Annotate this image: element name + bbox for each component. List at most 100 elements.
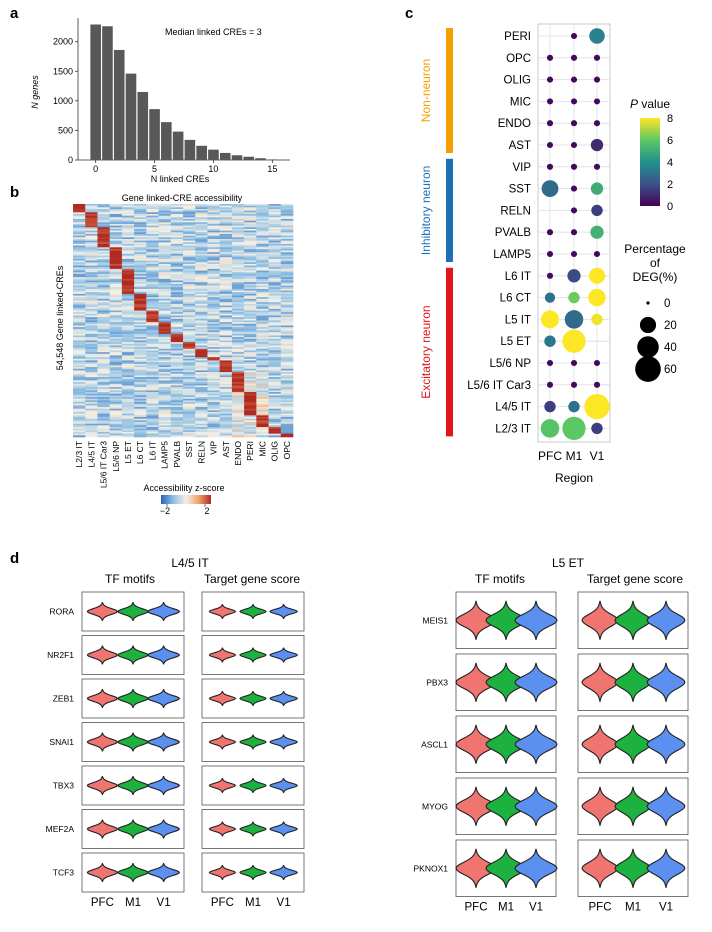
panel-c-dot [570,250,578,258]
panel-d-cell [455,591,557,649]
panel-d-violin [117,688,149,709]
panel-d-violin [208,603,237,620]
panel-d-violin [455,662,497,702]
panel-a-bar [137,91,149,160]
panel-d-violin [581,724,619,764]
panel-d-right-target-header: Target gene score [587,572,683,586]
panel-d-right-tf-header: TF motifs [475,572,525,586]
panel-d-violin [269,821,299,837]
panel-d-violin [514,786,558,826]
panel-d-violin [269,777,299,794]
panel-c-dot [593,98,601,105]
panel-d-content: RORA NR2F1 ZEB1 SNAI1 TBX3 MEF2A TCF3 PFC M1 V1 PF… [46,591,689,914]
panel-c-group-label: Inhibitory neuron [419,166,433,255]
panel-d-violin [485,848,527,888]
panel-d-violin [485,662,527,702]
panel-a-xtick-label: 15 [267,164,277,174]
panel-c-dot [546,163,554,170]
panel-a-bar [184,139,196,160]
panel-c-dot [590,182,604,195]
panel-c-size-legend-title: of [650,256,661,270]
panel-a-xtick-label: 10 [208,164,218,174]
panel-d-violin [147,862,181,883]
panel-a-bar [125,73,137,160]
panel-d-violin [117,732,149,752]
panel-c-dot [570,381,578,388]
panel-d-violin [646,662,686,702]
panel-b-column-label: L5/6 IT Car3 [99,441,109,488]
panel-c-dot [546,120,554,127]
panel-c-dot [584,393,610,420]
panel-b-column-label: LAMP5 [160,441,170,469]
panel-c-dot [564,310,584,329]
panel-d-violin [455,724,497,764]
panel-c-dot [570,141,578,149]
panel-d-violin [208,690,237,707]
panel-c-dot [570,359,578,367]
panel-c-row-label: L5 ET [500,336,531,348]
panel-c-dot [591,422,603,435]
panel-b-colorbar-title: Accessibility z-score [143,483,224,493]
panel-c-dot [593,381,601,388]
panel-c-letter: c [405,5,413,22]
panel-d-cell [81,591,185,632]
panel-d-violin [147,819,181,839]
panel-d-violin [269,647,299,663]
panel-a-bar [231,155,243,160]
panel-d-violin [239,821,267,837]
panel-b-heat-cells [73,204,294,438]
panel-c-group-bar [446,267,453,437]
panel-d-left-title: L4/5 IT [171,556,209,570]
panel-c-dot [544,335,556,347]
panel-c-row-label: OLIG [504,75,532,87]
panel-d-gene-label: MEIS1 [422,615,448,625]
panel-c-row-label: SST [509,184,531,196]
panel-d-gene-label: RORA [49,607,74,617]
panel-c-dot [593,163,601,170]
panel-c-size-legend-dot [646,301,650,305]
panel-c-pvalue-tick: 0 [667,201,673,213]
panel-d-region-label: V1 [659,902,673,914]
panel-d-violin [514,848,558,888]
panel-b-column-label: MIC [257,441,267,457]
panel-c-size-legend-title: Percentage [624,242,686,256]
panel-c-dot [593,359,601,367]
panel-c-dot [546,250,554,258]
panel-a-xtick-label: 5 [152,164,157,174]
panel-d-region-label: M1 [625,902,641,914]
panel-c-dot [590,138,604,152]
panel-d-gene-label: TCF3 [53,868,75,878]
panel-d-violin [147,645,181,665]
panel-c-pvalue-colorbar [640,118,660,206]
panel-d-cell [201,852,305,893]
panel-d-violin [581,662,619,702]
panel-c-dot [546,359,554,367]
panel-b-column-label: L2/3 IT [74,441,84,467]
panel-d-violin [614,662,652,702]
panel-c-pvalue-tick: 4 [667,157,673,169]
panel-d-violin [86,645,119,665]
panel-c-dot [546,141,554,149]
panel-c-dot [588,288,606,307]
panel-c-dot [546,272,554,279]
panel-c-dot [570,229,578,236]
panel-b-column-label: L5 ET [123,441,133,464]
panel-d-violin [646,786,686,826]
panel-c-legend-pvalue-title: P value [630,97,670,111]
panel-c-row-label: MIC [510,96,531,108]
panel-d-violin [239,734,267,750]
panel-d-violin [485,600,527,640]
panel-c-dot [541,310,559,329]
panel-c-size-legend-title: DEG(%) [633,270,678,284]
panel-d-violin [86,862,119,883]
panel-d-violin [581,786,619,826]
panel-d-violin [646,848,686,888]
panel-b-colorbar-tick-high: 2 [204,506,209,516]
panel-a-bar [90,24,101,161]
panel-d-violin [147,732,181,752]
panel-a-bar [255,158,266,160]
panel-d-violin [485,786,527,826]
